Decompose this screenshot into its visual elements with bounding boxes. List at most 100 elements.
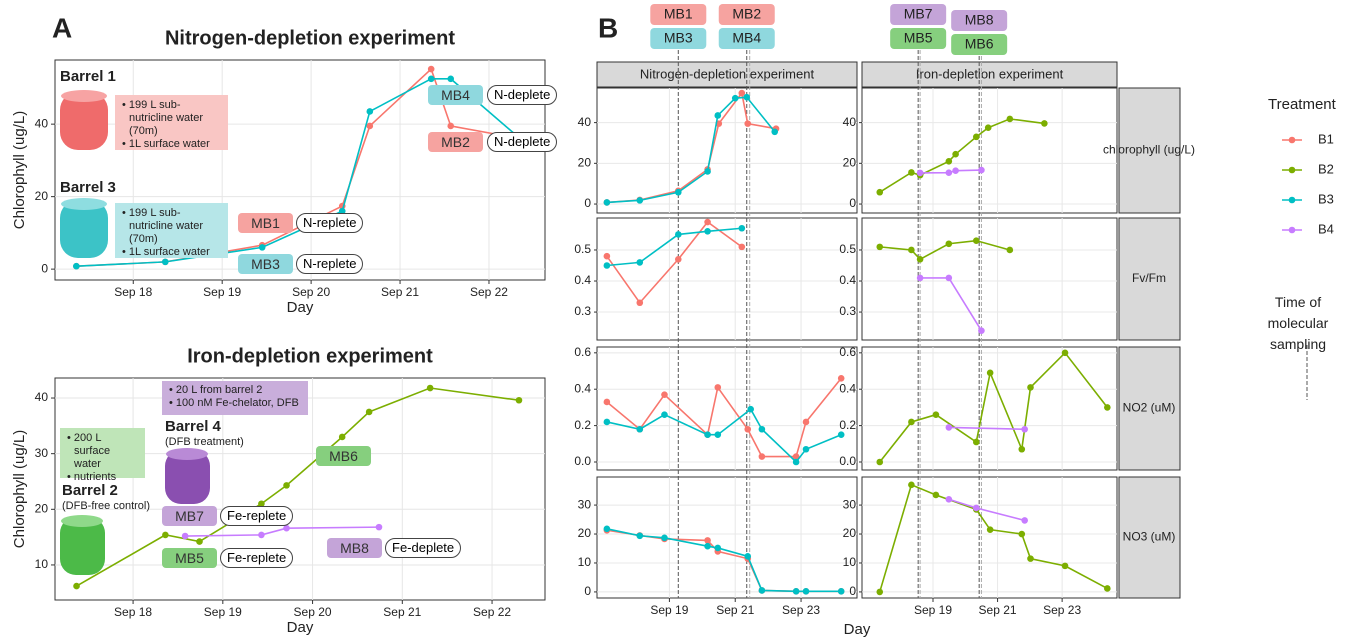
data-point bbox=[636, 532, 644, 540]
condition-tag: N-deplete bbox=[487, 132, 558, 152]
x-tick-label: Sep 19 bbox=[203, 285, 241, 299]
series-line bbox=[185, 526, 379, 537]
y-tick-label: 0 bbox=[849, 196, 856, 210]
data-point bbox=[661, 391, 668, 398]
data-point bbox=[1018, 530, 1026, 538]
series-line bbox=[606, 377, 842, 458]
x-axis-label: Day bbox=[844, 621, 871, 638]
sample-tag-label: MB7 bbox=[904, 6, 933, 22]
barrel-label: Barrel 3 bbox=[60, 179, 116, 196]
sample-tag-label: MB3 bbox=[664, 30, 693, 46]
data-point bbox=[603, 525, 611, 533]
data-point bbox=[972, 237, 980, 244]
panel-label: A bbox=[52, 12, 72, 43]
x-tick-label: Sep 18 bbox=[114, 285, 152, 299]
data-point bbox=[603, 398, 611, 406]
y-tick-label: 40 bbox=[35, 116, 49, 130]
facet-area bbox=[861, 87, 1118, 214]
chart-title: Iron-depletion experiment bbox=[187, 345, 433, 367]
barrel-2-icon bbox=[60, 517, 105, 575]
barrel-3-icon bbox=[60, 200, 108, 258]
data-point bbox=[661, 411, 668, 418]
data-point bbox=[704, 542, 711, 550]
data-point bbox=[932, 411, 940, 418]
y-tick-label: 20 bbox=[578, 526, 592, 540]
sample-tag: MB7 bbox=[162, 506, 217, 526]
y-tick-label: 0.5 bbox=[839, 242, 856, 256]
y-tick-label: 30 bbox=[35, 446, 49, 460]
note: • 20 L from barrel 2 bbox=[169, 384, 263, 396]
y-tick-label: 0 bbox=[584, 196, 591, 210]
y-tick-label: 40 bbox=[843, 115, 857, 129]
data-point bbox=[603, 252, 611, 260]
data-point bbox=[876, 458, 884, 466]
data-point bbox=[515, 396, 523, 404]
sample-tag-label: MB5 bbox=[904, 30, 933, 46]
barrel-note: (DFB-free control) bbox=[62, 500, 151, 512]
y-tick-label: 10 bbox=[578, 555, 592, 569]
data-point bbox=[427, 75, 435, 83]
note: • 100 nM Fe-chelator, DFB bbox=[169, 397, 299, 409]
data-point bbox=[916, 169, 924, 177]
data-point bbox=[714, 544, 722, 552]
y-tick-label: 0.3 bbox=[574, 304, 591, 318]
data-point bbox=[426, 384, 434, 392]
data-point bbox=[731, 94, 739, 102]
sample-tag-label: MB4 bbox=[732, 30, 761, 46]
legend-title: Treatment bbox=[1268, 96, 1337, 113]
y-tick-label: 0.4 bbox=[574, 273, 591, 287]
y-tick-label: 0 bbox=[584, 584, 591, 598]
sample-tag: MB5 bbox=[162, 548, 217, 568]
data-point bbox=[73, 262, 80, 270]
data-point bbox=[744, 553, 752, 560]
data-point bbox=[945, 424, 953, 431]
data-point bbox=[447, 75, 455, 83]
data-point bbox=[161, 258, 169, 266]
strip-label: NO3 (uM) bbox=[1123, 530, 1176, 544]
data-point bbox=[952, 150, 959, 158]
data-point bbox=[283, 482, 290, 489]
data-point bbox=[945, 157, 953, 165]
y-tick-label: 0.2 bbox=[839, 418, 856, 432]
note: • 199 L sub-nutricline water (70m) bbox=[122, 99, 203, 137]
y-tick-label: 0 bbox=[41, 261, 48, 275]
sample-tag bbox=[650, 4, 707, 25]
data-point bbox=[945, 240, 953, 248]
facet-area bbox=[596, 346, 858, 471]
data-point bbox=[972, 133, 980, 141]
data-point bbox=[952, 167, 959, 174]
note-box: • 199 L sub-nutricline water (70m) • 1L … bbox=[115, 95, 228, 150]
y-tick-label: 20 bbox=[35, 189, 49, 203]
x-tick-label: Sep 20 bbox=[294, 605, 332, 619]
strip bbox=[1118, 476, 1181, 599]
note: • 199 L sub-nutricline water (70m) bbox=[122, 207, 203, 245]
note-box: • 199 L sub-nutricline water (70m) • 1L … bbox=[115, 203, 228, 258]
data-point bbox=[908, 418, 915, 426]
data-point bbox=[876, 243, 884, 251]
data-point bbox=[1018, 445, 1026, 453]
strip bbox=[1118, 87, 1181, 214]
x-tick-label: Sep 22 bbox=[470, 285, 508, 299]
series-line bbox=[948, 426, 1025, 431]
sample-tag: MB3 bbox=[238, 254, 293, 274]
barrel-label: Barrel 2 bbox=[62, 482, 118, 499]
data-point bbox=[758, 425, 766, 433]
note: • 1L surface water bbox=[122, 138, 210, 150]
data-point bbox=[636, 425, 644, 433]
y-tick-label: 0.4 bbox=[839, 381, 856, 395]
sample-tag: MB4 bbox=[428, 85, 483, 105]
y-tick-label: 0.5 bbox=[574, 242, 591, 256]
condition-tag: Fe-replete bbox=[220, 548, 294, 568]
x-tick-label: Sep 22 bbox=[473, 605, 511, 619]
series-line bbox=[606, 408, 842, 464]
x-tick-label: Sep 19 bbox=[914, 603, 952, 617]
data-point bbox=[744, 120, 752, 127]
data-point bbox=[837, 431, 845, 439]
y-tick-label: 20 bbox=[35, 501, 49, 515]
data-point bbox=[338, 433, 346, 441]
x-tick-label: Sep 21 bbox=[979, 603, 1017, 617]
data-point bbox=[792, 458, 800, 466]
sample-tag bbox=[718, 28, 775, 49]
data-point bbox=[945, 495, 953, 503]
y-axis-label: Chlorophyll (ug/L) bbox=[11, 111, 28, 229]
